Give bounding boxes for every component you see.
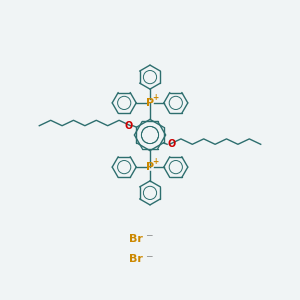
- Text: P: P: [146, 162, 154, 172]
- Text: +: +: [152, 93, 158, 102]
- Text: −: −: [145, 251, 152, 260]
- Text: O: O: [124, 121, 133, 131]
- Text: −: −: [145, 230, 152, 239]
- Text: Br: Br: [129, 233, 143, 244]
- Text: P: P: [146, 98, 154, 108]
- Text: Br: Br: [129, 254, 143, 265]
- Text: +: +: [152, 157, 158, 166]
- Text: O: O: [167, 139, 176, 149]
